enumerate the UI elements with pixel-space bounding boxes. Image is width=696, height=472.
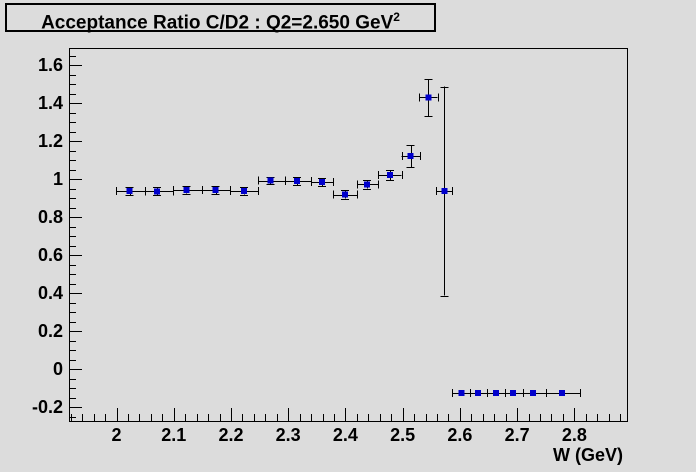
y-tick-label: 1.6 — [38, 55, 63, 75]
data-point-marker — [154, 188, 161, 195]
data-point-marker — [425, 94, 432, 101]
data-point-marker — [341, 191, 348, 198]
x-tick-label: 2.2 — [218, 425, 243, 445]
y-tick-label: 1.2 — [38, 131, 63, 151]
y-tick-label: 0.8 — [38, 207, 63, 227]
y-tick-label: 0.6 — [38, 245, 63, 265]
y-tick-label: -0.2 — [32, 397, 63, 417]
x-tick-label: 2.6 — [447, 425, 472, 445]
y-tick-label: 0.2 — [38, 321, 63, 341]
data-point-marker — [212, 187, 219, 194]
data-point-marker — [530, 389, 537, 396]
data-point-marker — [183, 186, 190, 193]
y-tick-label: 0.4 — [38, 283, 63, 303]
data-point-marker — [241, 187, 248, 194]
plot-title-box: Acceptance Ratio C/D2 : Q2=2.650 GeV2 — [5, 3, 436, 34]
data-point-marker — [126, 188, 133, 195]
x-tick-label: 2.4 — [333, 425, 358, 445]
data-point-marker — [364, 181, 371, 188]
data-point-marker — [267, 177, 274, 184]
x-tick-label: 2.5 — [390, 425, 415, 445]
data-point-marker — [458, 389, 465, 396]
data-point-marker — [407, 153, 414, 160]
data-point-marker — [558, 389, 565, 396]
plot-frame — [69, 48, 628, 422]
data-point-marker — [510, 389, 517, 396]
data-point-marker — [492, 389, 499, 396]
data-point-marker — [475, 389, 482, 396]
x-tick-label: 2.7 — [505, 425, 530, 445]
plot-title: Acceptance Ratio C/D2 : Q2=2.650 GeV — [41, 12, 394, 34]
y-tick-label: 1 — [53, 169, 63, 189]
data-point-marker — [387, 172, 394, 179]
data-point-marker — [441, 188, 448, 195]
data-point-marker — [318, 178, 325, 185]
y-tick-label: 0 — [53, 359, 63, 379]
x-tick-label: 2.3 — [276, 425, 301, 445]
x-axis-label: W (GeV) — [553, 445, 623, 465]
x-tick-label: 2 — [111, 425, 121, 445]
y-tick-label: 1.4 — [38, 93, 63, 113]
plot-title-exponent: 2 — [393, 10, 400, 24]
x-tick-label: 2.8 — [562, 425, 587, 445]
x-tick-label: 2.1 — [161, 425, 186, 445]
data-point-marker — [293, 178, 300, 185]
